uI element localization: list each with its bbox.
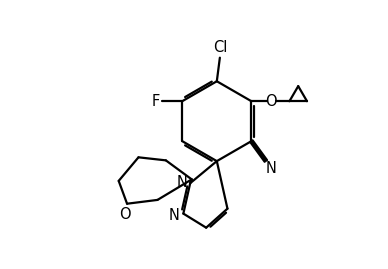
Text: F: F (151, 94, 159, 109)
Text: O: O (120, 207, 131, 222)
Text: N: N (169, 208, 180, 223)
Text: O: O (265, 94, 277, 109)
Text: Cl: Cl (213, 40, 228, 55)
Text: N: N (177, 175, 188, 190)
Text: N: N (266, 161, 277, 176)
